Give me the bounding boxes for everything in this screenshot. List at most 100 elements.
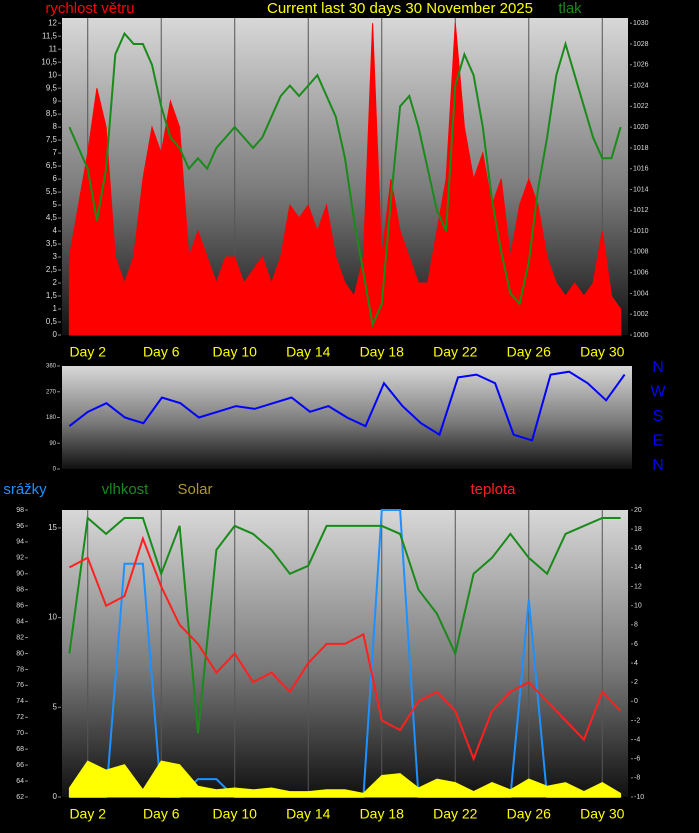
y-tick-label: 1006 — [633, 269, 649, 276]
y-tick-label: 7,5 — [46, 135, 58, 144]
y-tick-label: 88 — [16, 587, 24, 594]
line — [68, 535, 622, 762]
y-tick-label: 11,5 — [42, 31, 58, 40]
y-tick-label: 98 — [16, 507, 24, 514]
y-tick-label: 72 — [16, 714, 24, 721]
y-tick-label: 2 — [53, 278, 58, 287]
y-tick-label: 5 — [53, 200, 58, 209]
x-tick-label: Day 10 — [213, 806, 258, 822]
y-tick-label: 3,5 — [46, 239, 58, 248]
x-tick-label: Day 10 — [213, 344, 258, 360]
x-tick-label: Day 22 — [433, 344, 478, 360]
y-tick-label: 2 — [634, 679, 638, 686]
area — [68, 760, 622, 798]
y-tick-label: 84 — [16, 618, 24, 625]
y-tick-label: 92 — [16, 555, 24, 562]
y-tick-label: 0 — [53, 330, 58, 339]
y-tick-label: 1004 — [633, 290, 649, 297]
legend-label: vlhkost — [102, 481, 150, 498]
y-tick-label: 8 — [53, 122, 58, 131]
y-tick-label: 86 — [16, 603, 24, 610]
y-tick-label: 1026 — [633, 62, 649, 69]
y-tick-label: -2 — [634, 717, 640, 724]
compass-label: E — [653, 433, 664, 450]
y-tick-label: 8 — [634, 622, 638, 629]
y-tick-label: 94 — [16, 539, 24, 546]
legend-label: teplota — [470, 481, 516, 498]
y-tick-label: 0,5 — [46, 317, 58, 326]
y-tick-label: 1010 — [633, 228, 649, 235]
y-tick-label: 1002 — [633, 311, 649, 318]
line — [68, 31, 622, 329]
y-tick-label: 62 — [16, 794, 24, 801]
y-tick-label: 5 — [53, 702, 58, 711]
compass-label: W — [650, 384, 666, 401]
y-tick-label: 1,5 — [46, 291, 58, 300]
y-tick-label: 68 — [16, 746, 24, 753]
x-tick-label: Day 30 — [580, 344, 625, 360]
y-tick-label: 12 — [634, 583, 642, 590]
y-tick-label: 6 — [53, 174, 58, 183]
area — [68, 23, 622, 336]
y-tick-label: 11 — [49, 44, 58, 53]
y-tick-label: -10 — [634, 794, 644, 801]
y-tick-label: -8 — [634, 775, 640, 782]
x-tick-label: Day 26 — [507, 344, 552, 360]
x-tick-label: Day 14 — [286, 344, 331, 360]
y-tick-label: -4 — [634, 736, 640, 743]
y-tick-label: 10 — [48, 70, 57, 79]
y-tick-label: 96 — [16, 523, 24, 530]
y-tick-label: 10,5 — [41, 57, 57, 66]
y-tick-label: 270 — [46, 389, 57, 395]
y-tick-label: 1030 — [633, 20, 649, 27]
x-tick-label: Day 26 — [507, 806, 552, 822]
y-tick-label: 0 — [634, 698, 638, 705]
x-tick-label: Day 2 — [69, 806, 106, 822]
y-tick-label: 64 — [16, 778, 24, 785]
y-tick-label: 1000 — [633, 332, 649, 339]
y-tick-label: 4,5 — [46, 213, 58, 222]
chart-title: Current last 30 days 30 November 2025 — [267, 0, 533, 17]
y-tick-label: 1012 — [633, 207, 649, 214]
x-tick-label: Day 2 — [69, 344, 106, 360]
y-tick-label: 1020 — [633, 124, 649, 131]
y-tick-label: 66 — [16, 762, 24, 769]
y-tick-label: 78 — [16, 666, 24, 673]
y-tick-label: 12 — [48, 18, 57, 27]
legend-label: tlak — [558, 0, 582, 17]
y-tick-label: 6,5 — [46, 161, 58, 170]
line — [68, 370, 626, 442]
y-tick-label: 4 — [53, 226, 58, 235]
compass-label: N — [652, 359, 664, 376]
x-tick-label: Day 6 — [143, 344, 180, 360]
y-tick-label: 0 — [53, 467, 57, 473]
x-tick-label: Day 18 — [360, 344, 405, 360]
x-tick-label: Day 30 — [580, 806, 625, 822]
y-tick-label: 3 — [53, 252, 58, 261]
y-tick-label: 80 — [16, 650, 24, 657]
y-tick-label: 70 — [16, 730, 24, 737]
y-tick-label: 90 — [16, 571, 24, 578]
y-tick-label: 10 — [634, 603, 642, 610]
y-tick-label: 20 — [634, 507, 642, 514]
x-tick-label: Day 6 — [143, 806, 180, 822]
y-tick-label: 6 — [634, 641, 638, 648]
y-tick-label: 5,5 — [46, 187, 58, 196]
y-tick-label: 1016 — [633, 166, 649, 173]
y-tick-label: 15 — [48, 523, 57, 532]
y-tick-label: 1 — [53, 304, 58, 313]
legend-label: srážky — [3, 481, 47, 498]
x-tick-label: Day 14 — [286, 806, 331, 822]
y-tick-label: 9 — [53, 96, 58, 105]
y-tick-label: 4 — [634, 660, 638, 667]
y-tick-label: 18 — [634, 526, 642, 533]
x-tick-label: Day 22 — [433, 806, 478, 822]
legend-label: rychlost větru — [45, 0, 134, 17]
y-tick-label: 9,5 — [46, 83, 58, 92]
line — [68, 516, 621, 734]
y-tick-label: 2,5 — [46, 265, 58, 274]
y-tick-label: 16 — [634, 545, 642, 552]
legend-label: Solar — [177, 481, 212, 498]
